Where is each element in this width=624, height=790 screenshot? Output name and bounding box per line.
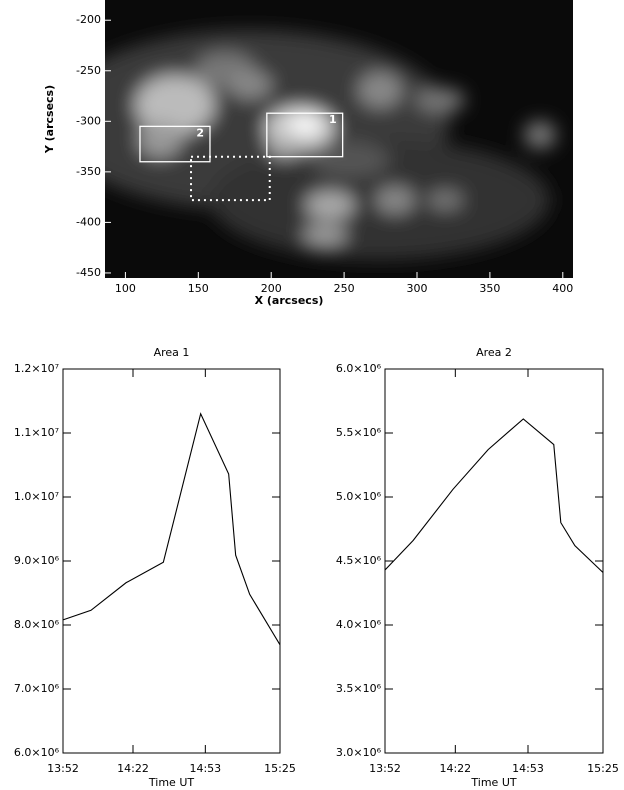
y-tick-label: 1.1×10⁷ xyxy=(14,426,59,439)
y-tick-label: 3.0×10⁶ xyxy=(336,746,382,759)
y-tick-label: -400 xyxy=(76,215,101,228)
y-tick-label: 3.5×10⁶ xyxy=(336,682,382,695)
x-tick-label: 14:53 xyxy=(512,762,544,775)
y-tick-label: -250 xyxy=(76,64,101,77)
x-tick-label: 15:25 xyxy=(264,762,296,775)
x-tick-label: 350 xyxy=(479,282,500,295)
y-tick-label: 5.5×10⁶ xyxy=(336,426,382,439)
region-label: 2 xyxy=(196,126,204,139)
x-tick-label: 300 xyxy=(407,282,428,295)
chart-title: Area 2 xyxy=(476,346,512,359)
y-tick-label: 5.0×10⁶ xyxy=(336,490,382,503)
plot-frame xyxy=(62,368,281,754)
region-box xyxy=(266,112,344,158)
plots: 100 150 200 250 300 350 400 -200 -250 -300 -350 -40… xyxy=(14,13,619,789)
y-tick-label: 6.0×10⁶ xyxy=(336,362,382,375)
x-tick-label: 200 xyxy=(261,282,282,295)
x-tick-label: 100 xyxy=(115,282,136,295)
x-axis-label: Time UT xyxy=(148,776,194,789)
x-tick-label: 13:52 xyxy=(369,762,401,775)
region-box xyxy=(190,155,271,202)
x-tick-label: 15:25 xyxy=(587,762,619,775)
x-tick-label: 400 xyxy=(552,282,573,295)
y-tick-label: -450 xyxy=(76,266,101,279)
x-axis-label: X (arcsecs) xyxy=(255,294,324,307)
image-intensity xyxy=(105,30,556,260)
x-tick-label: 150 xyxy=(188,282,209,295)
y-tick-label: -300 xyxy=(76,114,101,127)
y-tick-label: 9.0×10⁶ xyxy=(14,554,60,567)
x-tick-label: 14:22 xyxy=(439,762,471,775)
chart-title: Area 1 xyxy=(154,346,190,359)
y-tick-label: -350 xyxy=(76,165,101,178)
plot-frame xyxy=(384,368,604,754)
y-tick-label: 7.0×10⁶ xyxy=(14,682,60,695)
x-tick-label: 14:22 xyxy=(117,762,149,775)
x-tick-label: 14:53 xyxy=(189,762,221,775)
data-line xyxy=(62,412,281,646)
y-tick-label: 4.0×10⁶ xyxy=(336,618,382,631)
y-tick-label: 8.0×10⁶ xyxy=(14,618,60,631)
region-label: 1 xyxy=(329,113,337,126)
y-tick-label: 4.5×10⁶ xyxy=(336,554,382,567)
region-box xyxy=(139,125,211,163)
y-tick-label: 1.0×10⁷ xyxy=(14,490,59,503)
y-tick-label: -200 xyxy=(76,13,101,26)
x-tick-label: 13:52 xyxy=(47,762,79,775)
y-tick-label: 1.2×10⁷ xyxy=(14,362,59,375)
y-tick-label: 6.0×10⁶ xyxy=(14,746,60,759)
x-tick-label: 250 xyxy=(334,282,355,295)
data-line xyxy=(384,418,604,573)
x-axis-label: Time UT xyxy=(470,776,516,789)
y-axis-label: Y (arcsecs) xyxy=(43,85,56,154)
